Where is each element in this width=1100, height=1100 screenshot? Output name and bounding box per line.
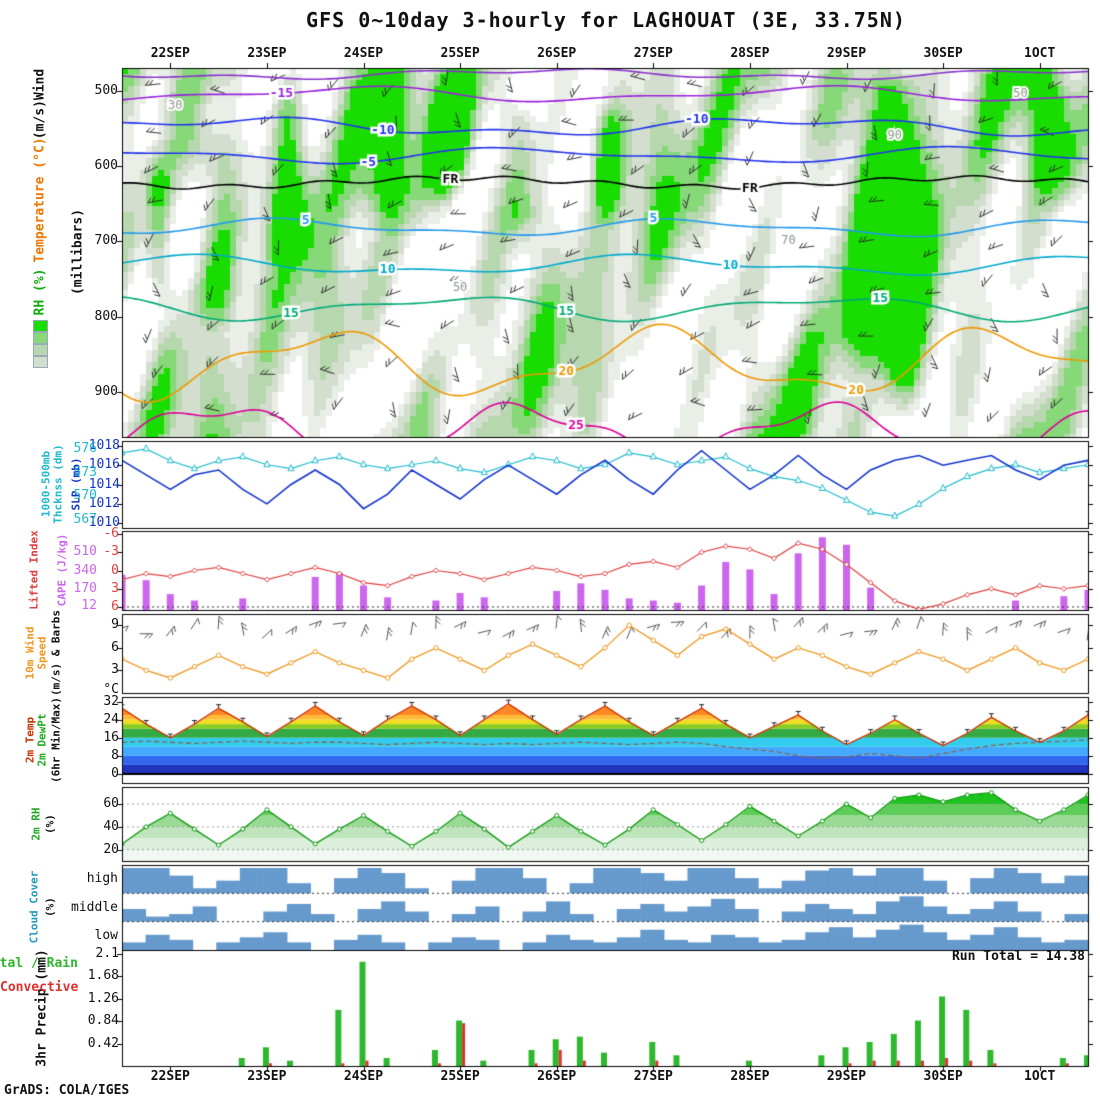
tick-label: 6 [111, 598, 119, 614]
day-label-top: 1OCT [1024, 46, 1056, 61]
run-total-label: Run Total = 14.38 [951, 949, 1085, 964]
day-label-bottom: 24SEP [343, 1069, 384, 1084]
tick-label: 8 [111, 747, 119, 763]
tick-label: high [86, 871, 118, 887]
day-label-bottom: 28SEP [730, 1069, 770, 1084]
tick-label: 510 [73, 544, 97, 560]
tick-label: -6 [103, 526, 119, 542]
rh-axis-label: RH (%) [32, 268, 48, 316]
tick-label: 1012 [88, 495, 120, 511]
day-label-top: 30SEP [923, 46, 963, 61]
tick-label: 1.26 [87, 990, 119, 1006]
tick-label: 0 [111, 765, 119, 781]
day-label-top: 24SEP [343, 46, 384, 61]
rh-legend-swatch [33, 356, 48, 368]
tick-label: 1016 [88, 457, 120, 473]
tick-label: -3 [103, 544, 119, 560]
day-label-bottom: 1OCT [1024, 1069, 1056, 1084]
tick-label: 20 [103, 841, 119, 857]
tick-label: 700 [94, 233, 118, 249]
day-label-bottom: 30SEP [923, 1069, 963, 1084]
tick-label: 24 [103, 711, 119, 727]
day-label-bottom: 25SEP [440, 1069, 480, 1084]
day-label-bottom: 27SEP [633, 1069, 673, 1084]
tick-label: 40 [103, 818, 119, 834]
day-label-top: 26SEP [537, 46, 577, 61]
cloud-cover-axis-label: Cloud Cover [27, 870, 41, 944]
tick-label: 16 [103, 729, 119, 745]
convective-label: Convective [0, 980, 79, 995]
tick-label: 3 [111, 580, 119, 596]
temperature-axis-label: Temperature (°C) [32, 137, 48, 263]
tick-label: 1018 [88, 437, 120, 453]
tick-label: middle [71, 899, 118, 915]
wind-unit-axis-label: (m/s)Wind [32, 68, 48, 140]
day-label-top: 27SEP [633, 46, 673, 61]
tick-label: 170 [73, 580, 97, 596]
day-label-bottom: 26SEP [537, 1069, 577, 1084]
tick-label: 32 [103, 693, 119, 709]
tick-label: 2.1 [95, 945, 119, 961]
day-label-top: 23SEP [247, 46, 287, 61]
tick-label: 60 [103, 796, 119, 812]
tick-label: 1010 [88, 515, 120, 531]
tick-label: low [94, 927, 118, 943]
tick-label: 900 [94, 383, 118, 399]
tick-label: 576 [73, 440, 97, 456]
day-label-top: 22SEP [150, 46, 190, 61]
tick-label: 6 [111, 639, 119, 655]
tick-label: 573 [73, 464, 97, 480]
total-rain-label: Total / Rain [0, 956, 78, 971]
tick-label: 0 [111, 562, 119, 578]
dewpt2m-axis-label: 2m DewPt [35, 713, 49, 767]
tick-label: 3 [111, 662, 119, 678]
millibars-axis-label: (millibars) [70, 208, 86, 296]
grads-credit: GrADS: COLA/IGES [4, 1083, 130, 1098]
tick-label: 9 [111, 617, 119, 633]
rh-legend-swatch [33, 344, 48, 356]
tick-label: °C [103, 682, 119, 697]
day-label-top: 28SEP [730, 46, 770, 61]
rh-legend-swatch [33, 320, 48, 332]
tick-label: 0.42 [87, 1035, 119, 1051]
tick-label: 570 [73, 488, 97, 504]
day-label-top: 29SEP [826, 46, 867, 61]
tick-label: 0.84 [87, 1013, 119, 1029]
rh-legend-swatch [33, 332, 48, 344]
rh2m-axis-label: 2m RH [29, 807, 43, 841]
tick-label: 340 [73, 562, 97, 578]
day-label-top: 25SEP [440, 46, 480, 61]
day-label-bottom: 23SEP [247, 1069, 287, 1084]
tick-label: 12 [81, 597, 97, 613]
tick-label: 1014 [88, 476, 120, 492]
tick-label: 600 [94, 157, 118, 173]
day-label-bottom: 29SEP [826, 1069, 867, 1084]
tick-label: 500 [94, 82, 118, 98]
tick-label: 800 [94, 308, 118, 324]
tick-label: 1.68 [87, 968, 119, 984]
wind10m-axis-label-2: Speed [35, 636, 49, 670]
day-label-bottom: 22SEP [150, 1069, 190, 1084]
tick-label: 567 [73, 512, 97, 528]
